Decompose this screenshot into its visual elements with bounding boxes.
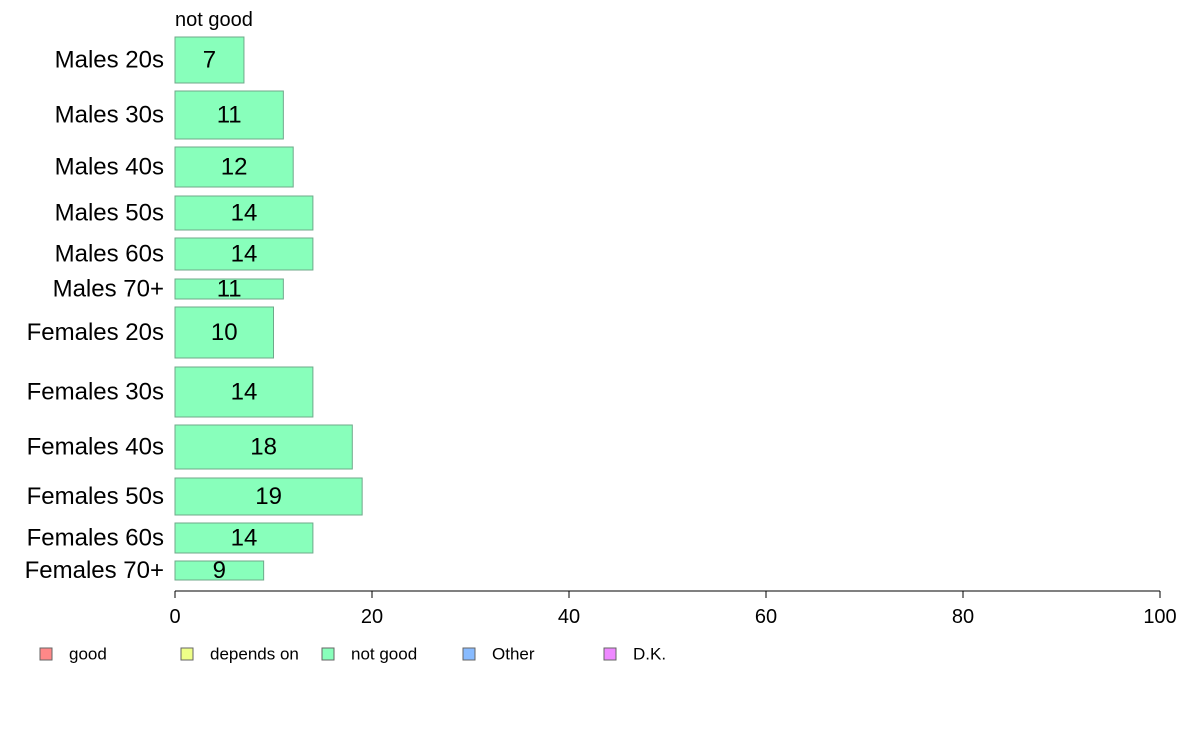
value-label: 14 [231,379,258,406]
bar-females-70 [174,560,265,581]
category-label: Females 60s [27,525,164,552]
bar-males-50s [174,195,314,231]
value-label: 11 [217,102,242,129]
legend-swatch [321,647,335,661]
value-label: 9 [213,557,226,584]
legend-label: depends on [210,645,299,664]
x-tick-label: 0 [169,606,180,628]
category-label: Females 70+ [25,557,164,584]
value-label: 14 [231,241,258,268]
x-tick-label: 80 [952,606,974,628]
x-tick-label: 40 [558,606,580,628]
value-label: 11 [217,276,242,303]
legend-swatch [603,647,617,661]
legend-label: Other [492,645,535,664]
bar-males-40s [174,146,294,188]
value-label: 12 [221,154,248,181]
value-label: 18 [250,434,277,461]
bar-males-30s [174,90,284,140]
legend: good depends on not good Other D.K. [39,645,666,664]
bars-group: Males 20s 7 Males 30s 11 Males 40s 12 Males 50… [25,36,363,584]
bar-males-70 [174,278,284,300]
x-tick-label: 20 [361,606,383,628]
category-label: Males 50s [55,200,164,227]
value-label: 19 [255,483,282,510]
x-tick-label: 100 [1143,606,1176,628]
bar-females-60s [174,522,314,554]
legend-swatch [39,647,53,661]
x-axis: 0 20 40 60 80 100 [169,590,1177,628]
bar-females-20s [174,306,274,359]
category-label: Males 40s [55,154,164,181]
legend-label: not good [351,645,417,664]
bar-males-20s [174,36,245,84]
category-label: Males 70+ [53,276,164,303]
category-label: Males 30s [55,102,164,129]
legend-swatch [180,647,194,661]
bar-males-60s [174,237,314,271]
legend-label: D.K. [633,645,666,664]
x-tick-label: 60 [755,606,777,628]
bar-females-50s [174,477,363,516]
category-label: Females 20s [27,319,164,346]
category-label: Females 40s [27,434,164,461]
value-label: 10 [211,319,238,346]
value-label: 14 [231,200,258,227]
legend-swatch [462,647,476,661]
bar-females-30s [174,366,314,418]
legend-label: good [69,645,107,664]
value-label: 7 [203,47,216,74]
category-label: Females 50s [27,483,164,510]
bar-females-40s [174,424,353,470]
category-label: Males 20s [55,47,164,74]
panel-title: not good [175,9,253,31]
category-label: Females 30s [27,379,164,406]
category-label: Males 60s [55,241,164,268]
value-label: 14 [231,525,258,552]
